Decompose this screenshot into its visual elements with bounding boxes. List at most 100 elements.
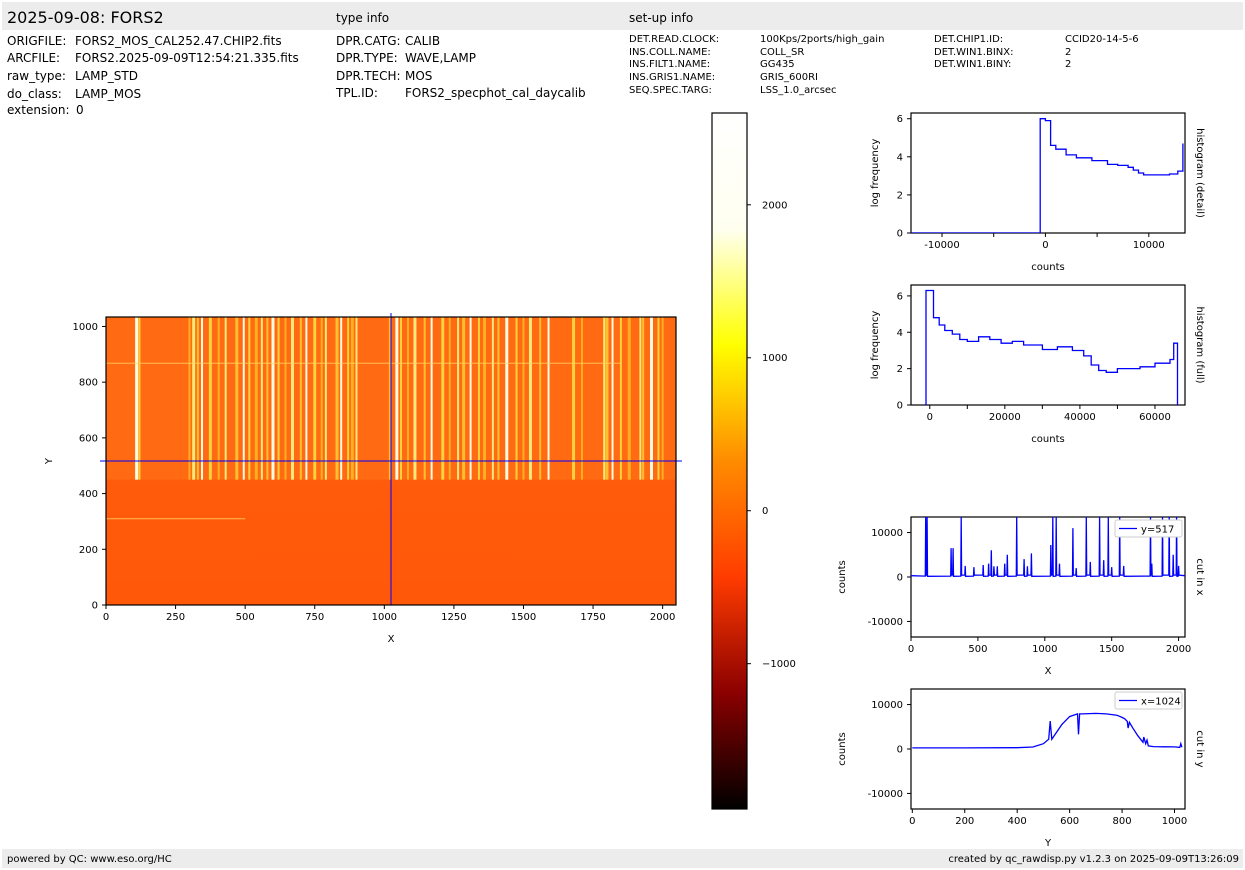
footer-band (2, 849, 1243, 868)
y-axis-label: Y (44, 457, 55, 465)
spectrum-streak (106, 518, 246, 520)
arc-line (448, 317, 451, 480)
y-tick-label: 800 (79, 378, 98, 389)
x-tick-label: 2000 (650, 612, 675, 623)
type-info-key: DPR.CATG: (336, 34, 401, 48)
y-axis-label: log frequency (870, 311, 881, 380)
setup-info-key: SEQ.SPEC.TARG: (629, 85, 712, 96)
arc-line (528, 317, 532, 480)
x-tick-label: 200 (955, 816, 974, 827)
y-tick-label: 0 (897, 573, 903, 584)
arc-line (196, 317, 199, 480)
plot-frame (910, 284, 1186, 406)
y-tick-label: -10000 (868, 617, 903, 628)
x-tick-label: 600 (1060, 816, 1079, 827)
colorbar-tick-label: 2000 (762, 200, 787, 211)
setup-info-value: CCID20-14-5-6 (1065, 34, 1139, 45)
colorbar-tick-label: 1000 (762, 353, 787, 364)
arc-line (290, 317, 294, 480)
arc-line (217, 317, 220, 480)
setup-info-key: INS.GRIS1.NAME: (629, 72, 716, 83)
file-info-key: raw_type: (7, 69, 66, 83)
type-info-key: DPR.TYPE: (336, 51, 398, 65)
x-axis-label: counts (1031, 434, 1064, 445)
y-tick-label: -10000 (868, 789, 903, 800)
x-tick-label: 500 (968, 644, 987, 655)
file-info-value: 0 (76, 103, 84, 117)
file-info-key: ORIGFILE: (7, 34, 67, 48)
y-axis-label: counts (837, 732, 848, 765)
arc-line (619, 317, 622, 480)
arc-line (400, 317, 403, 480)
arc-line (135, 317, 139, 480)
arc-line (572, 317, 576, 480)
y-tick-label: 2 (897, 364, 903, 375)
y-tick-label: 2 (897, 190, 903, 201)
x-tick-label: 60000 (1139, 412, 1171, 423)
arc-line (539, 317, 542, 480)
y-tick-label: 6 (897, 114, 903, 125)
arc-line (284, 317, 287, 480)
arc-line (661, 317, 664, 480)
x-tick-label: 20000 (989, 412, 1021, 423)
colorbar-gradient (711, 112, 748, 810)
setup-info-value: GRIS_600RI (760, 72, 818, 83)
arc-line (299, 317, 302, 480)
arc-line (138, 317, 141, 480)
x-tick-label: -10000 (924, 240, 959, 251)
setup-info-key: INS.FILT1.NAME: (629, 59, 711, 70)
arc-line (277, 317, 280, 480)
y-tick-label: 0 (897, 745, 903, 756)
arc-line (254, 317, 258, 480)
x-tick-label: 1500 (511, 612, 536, 623)
type-info-value: MOS (405, 69, 433, 83)
arc-line (324, 317, 327, 480)
file-info-value: LAMP_MOS (75, 87, 142, 101)
x-tick-label: 750 (305, 612, 324, 623)
legend-box (1114, 519, 1183, 538)
arc-line (395, 317, 399, 480)
side-label: histogram (detail) (1194, 128, 1205, 218)
arc-line (242, 317, 245, 480)
type-info-key: DPR.TECH: (336, 69, 401, 83)
setup-info-key: DET.WIN1.BINX: (934, 47, 1014, 58)
footer-credit: powered by QC: www.eso.org/HC (7, 854, 172, 865)
colorbar-tick-label: 0 (762, 506, 768, 517)
arc-line (642, 317, 645, 480)
y-tick-label: 4 (897, 328, 903, 339)
arc-line (248, 317, 251, 480)
arc-line (522, 317, 525, 480)
y-tick-label: 0 (92, 601, 98, 612)
setup-info-value: LSS_1.0_arcsec (760, 85, 837, 96)
arc-line (441, 317, 445, 480)
x-tick-label: 40000 (1064, 412, 1096, 423)
side-label: cut in x (1194, 558, 1205, 595)
x-tick-label: 0 (103, 612, 109, 623)
setup-info-value: 100Kps/2ports/high_gain (760, 34, 885, 45)
y-tick-label: 200 (79, 545, 98, 556)
arc-line (515, 317, 518, 480)
file-info-value: FORS2.2025-09-09T12:54:21.335.fits (75, 51, 299, 65)
x-tick-label: 1000 (1032, 644, 1057, 655)
x-tick-label: 1750 (580, 612, 605, 623)
arc-line (350, 317, 354, 480)
file-info-value: LAMP_STD (75, 69, 138, 83)
arc-line (477, 317, 480, 480)
arc-line (355, 317, 358, 480)
arc-line (260, 317, 263, 480)
arc-line (313, 317, 317, 480)
y-axis-label: log frequency (870, 139, 881, 208)
x-tick-label: 1000 (372, 612, 397, 623)
arc-line (505, 317, 509, 480)
arc-line (462, 317, 466, 480)
arc-line (430, 317, 433, 480)
histogram-full-series (925, 289, 1179, 405)
x-tick-label: 400 (1008, 816, 1027, 827)
arc-line (340, 317, 343, 480)
arc-line (639, 317, 642, 480)
arc-line (650, 317, 654, 480)
x-axis-label: Y (1044, 838, 1052, 849)
x-tick-label: 250 (166, 612, 185, 623)
arc-line (580, 317, 583, 480)
x-tick-label: 0 (1042, 240, 1048, 251)
